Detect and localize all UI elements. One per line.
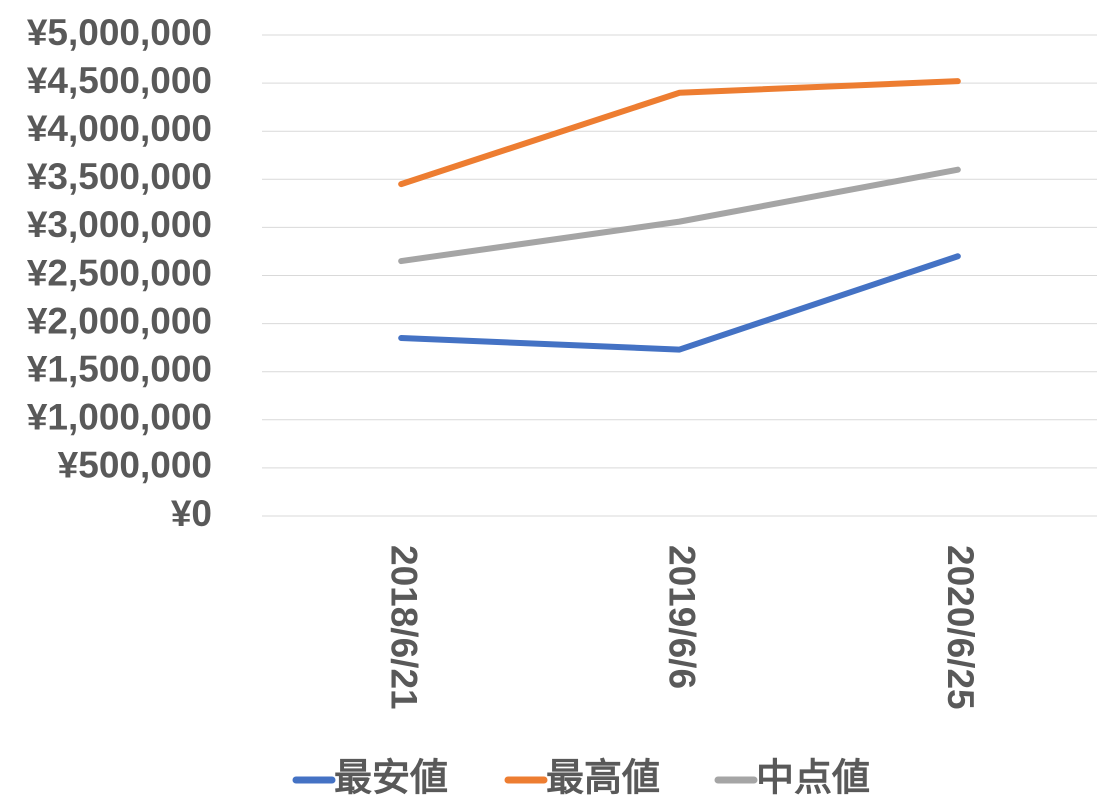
series-line xyxy=(398,253,961,353)
y-tick-label: ¥500,000 xyxy=(58,445,212,486)
y-tick-label: ¥2,500,000 xyxy=(27,252,212,293)
y-tick-label: ¥3,000,000 xyxy=(27,204,212,245)
series-line xyxy=(398,78,961,188)
legend-label: 中点値 xyxy=(756,756,870,800)
y-tick-label: ¥3,500,000 xyxy=(27,156,212,197)
y-tick-label: ¥5,000,000 xyxy=(27,12,212,53)
y-tick-label: ¥4,000,000 xyxy=(27,108,212,149)
y-tick-label: ¥1,500,000 xyxy=(27,348,212,389)
y-tick-label: ¥1,000,000 xyxy=(27,397,212,438)
x-tick-label: 2018/6/21 xyxy=(383,545,424,710)
x-axis-ticks: 2018/6/21 2019/6/6 2020/6/25 xyxy=(383,545,981,710)
gridlines xyxy=(262,34,1097,517)
y-tick-label: ¥4,500,000 xyxy=(27,60,212,101)
series-line xyxy=(398,166,961,265)
series-lines xyxy=(398,78,961,353)
legend: 最安値 最高値 中点値 xyxy=(292,756,870,800)
y-axis-ticks: ¥0 ¥500,000 ¥1,000,000 ¥1,500,000 ¥2,000,000… xyxy=(27,12,212,534)
x-tick-label: 2020/6/25 xyxy=(940,545,981,710)
y-tick-label: ¥2,000,000 xyxy=(27,300,212,341)
legend-label: 最安値 xyxy=(334,756,448,800)
legend-label: 最高値 xyxy=(546,756,660,800)
x-tick-label: 2019/6/6 xyxy=(662,545,703,689)
y-tick-label: ¥0 xyxy=(171,493,212,534)
